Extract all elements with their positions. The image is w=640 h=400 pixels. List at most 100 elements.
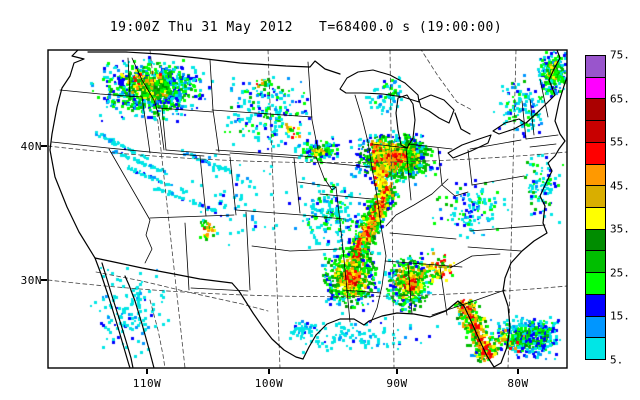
colorbar-cell [586,294,605,317]
state-border [317,161,371,168]
x-tick-90w [396,369,398,374]
state-border [354,94,387,323]
colorbar-label-15: 15. [610,309,630,323]
colorbar-cell [586,56,605,78]
x-axis-label-110w: 110W [132,377,162,390]
colorbar [585,55,606,360]
colorbar-cell [586,229,605,252]
colorbar-label-45: 45. [610,179,630,193]
state-border [127,57,131,98]
coastline [94,257,304,360]
colorbar-cell [586,99,605,122]
state-border [385,178,449,227]
state-border [437,147,443,186]
coastline [302,76,567,368]
state-border [529,143,557,148]
colorbar-cell [586,273,605,295]
state-border [431,289,506,316]
x-tick-110w [146,369,148,374]
colorbar-label-35: 35. [610,222,630,236]
state-border [141,96,151,154]
colorbar-label-55: 55. [610,135,630,149]
x-axis-label-80w: 80W [507,377,529,390]
colorbar-cell [586,186,605,209]
gridline-dashed [389,50,395,368]
state-border [471,175,525,186]
lake-outline [492,118,526,135]
coastline [87,51,341,75]
colorbar-cell [586,208,605,230]
state-border [211,109,313,118]
gridline-dashed [267,50,281,368]
gridline-dashed [507,50,517,368]
coastline [525,50,561,124]
state-border [439,266,448,316]
coastline [124,275,155,368]
state-border [449,253,501,269]
coastline [101,262,134,368]
colorbar-cell [586,77,605,100]
lake-outline [395,94,416,149]
state-border [335,186,351,323]
state-border [539,78,549,118]
y-tick-30n [41,279,47,281]
state-border [405,147,412,201]
state-border [235,209,345,220]
state-border [407,143,453,150]
colorbar-cell [586,121,605,143]
y-tick-40n [41,145,47,147]
coastline [49,50,131,368]
colorbar-label-25: 25. [610,266,630,280]
map-frame-border [47,49,568,369]
state-border [307,61,319,151]
x-tick-80w [517,369,519,374]
state-border [184,222,190,291]
gridline-dashed [149,50,186,368]
coastline [454,112,471,135]
map-lines-group [48,50,567,368]
state-border [521,100,527,140]
colorbar-cell [586,164,605,187]
state-border [342,289,382,294]
gridline-dashed [48,145,567,164]
state-border [384,260,463,268]
state-border [245,211,251,291]
state-border [209,59,214,111]
state-border [467,149,473,186]
state-border [165,149,231,156]
state-border [229,152,299,159]
state-border [293,157,301,214]
state-border [229,156,237,216]
state-border [525,134,559,140]
gridline-dashed [48,279,567,298]
colorbar-label-75: 75. [610,48,630,62]
state-border [389,232,457,240]
state-border [157,107,214,113]
colorbar-label-65: 65. [610,92,630,106]
colorbar-label-5: 5. [610,353,624,367]
state-border [319,193,373,200]
colorbar-cell [586,251,605,274]
state-border [469,224,546,232]
state-border [467,246,522,252]
state-border [190,287,249,292]
gridline-dashed [149,299,166,368]
state-border [59,89,143,98]
x-axis-label-90w: 90W [386,377,408,390]
colorbar-cell [586,142,605,165]
state-border [51,141,205,157]
gridline-dashed [420,50,473,111]
state-border [199,155,207,217]
y-axis-label-40n: 40N [20,140,42,153]
state-border [215,149,317,158]
x-tick-100w [268,369,270,374]
state-border [441,184,469,197]
colorbar-cell [586,316,605,339]
state-border [315,156,337,191]
state-border [161,107,167,151]
y-axis-label-30n: 30N [20,274,42,287]
state-border [149,214,235,219]
